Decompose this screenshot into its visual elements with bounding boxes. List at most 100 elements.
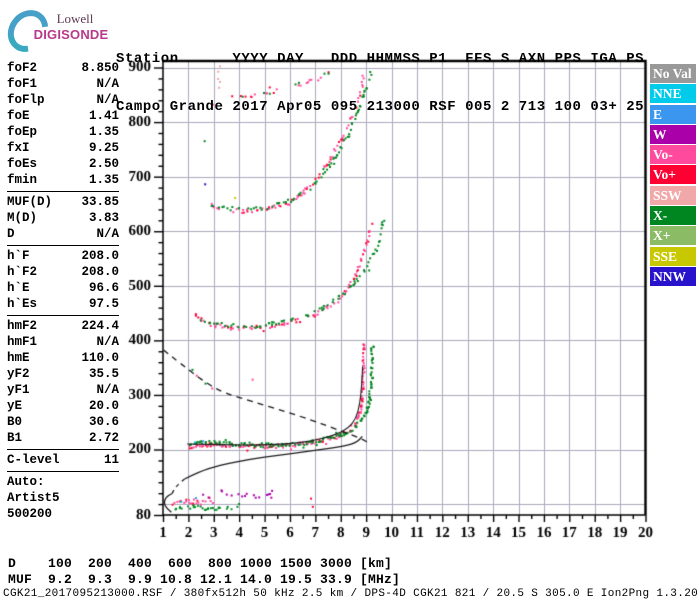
legend-item: Vo- — [650, 145, 696, 165]
param-value: 110.0 — [81, 351, 119, 365]
param-label: yF2 — [7, 367, 30, 381]
param-row: MUF(D) 33.85 — [7, 194, 119, 210]
autoscaling-line: Auto: — [7, 475, 45, 489]
param-row: foEp 1.35 — [7, 124, 119, 140]
divider — [7, 470, 119, 472]
param-label: foF1 — [7, 77, 38, 91]
param-row: D N/A — [7, 226, 119, 242]
param-row: fxI 9.25 — [7, 140, 119, 156]
param-label: C-level — [7, 453, 60, 467]
footer-status-line: CGK21_2017095213000.RSF / 380fx512h 50 k… — [3, 588, 699, 600]
legend-item: Vo+ — [650, 165, 696, 185]
echo-color-legend: No Val NNE E W Vo- Vo+ SSW X- X+ SSE NNW — [650, 64, 696, 287]
param-label: foF2 — [7, 61, 38, 75]
param-row: B1 2.72 — [7, 430, 119, 446]
param-value: N/A — [96, 383, 119, 397]
distance-row: D 100 200 400 600 800 1000 1500 3000 [km… — [8, 556, 393, 571]
param-row: foFlp N/A — [7, 92, 119, 108]
param-label: h`F2 — [7, 265, 38, 279]
legend-item: X+ — [650, 226, 696, 246]
logo-digisonde-text: DIGISONDE — [33, 27, 109, 42]
legend-item: NNW — [650, 266, 696, 286]
param-label: B0 — [7, 415, 23, 429]
param-row: yF2 35.5 — [7, 366, 119, 382]
param-row: h`F 208.0 — [7, 248, 119, 264]
param-value: N/A — [96, 77, 119, 91]
param-value: 30.6 — [88, 415, 119, 429]
param-row: hmF2 224.4 — [7, 318, 119, 334]
legend-item: X- — [650, 206, 696, 226]
param-label: foFlp — [7, 93, 45, 107]
param-value: 2.50 — [88, 157, 119, 171]
header-line-values: Campo Grande 2017 Apr05 095 213000 RSF 0… — [116, 99, 645, 115]
param-label: h`E — [7, 281, 30, 295]
param-label: foEp — [7, 125, 38, 139]
divider — [7, 448, 119, 450]
param-label: hmE — [7, 351, 30, 365]
param-label: M(D) — [7, 211, 38, 225]
param-row: foEs 2.50 — [7, 156, 119, 172]
param-label: foE — [7, 109, 30, 123]
param-value: N/A — [96, 335, 119, 349]
param-label: MUF(D) — [7, 195, 53, 209]
param-row: B0 30.6 — [7, 414, 119, 430]
param-row: hmE 110.0 — [7, 350, 119, 366]
param-label: fxI — [7, 141, 30, 155]
param-label: D — [7, 227, 15, 241]
param-row: M(D) 3.83 — [7, 210, 119, 226]
param-label: fmin — [7, 173, 38, 187]
param-value: 208.0 — [81, 265, 119, 279]
legend-item: SSE — [650, 246, 696, 266]
param-row: yF1 N/A — [7, 382, 119, 398]
legend-item: No Val — [650, 64, 696, 83]
param-value: 208.0 — [81, 249, 119, 263]
param-label: foEs — [7, 157, 38, 171]
divider — [7, 190, 119, 192]
param-value: 96.6 — [88, 281, 119, 295]
divider — [7, 314, 119, 316]
param-value: 33.85 — [81, 195, 119, 209]
param-row: foE 1.41 — [7, 108, 119, 124]
param-value: 35.5 — [88, 367, 119, 381]
param-label: h`Es — [7, 297, 38, 311]
lowell-digisonde-logo: Lowell DIGISONDE — [0, 1, 112, 61]
param-row: hmF1 N/A — [7, 334, 119, 350]
param-value: N/A — [96, 93, 119, 107]
param-value: 2.72 — [88, 431, 119, 445]
param-label: yF1 — [7, 383, 30, 397]
param-row: h`E 96.6 — [7, 280, 119, 296]
param-value: 1.35 — [88, 173, 119, 187]
param-row: foF1 N/A — [7, 76, 119, 92]
logo-lowell-text: Lowell — [56, 11, 94, 26]
param-row: h`Es 97.5 — [7, 296, 119, 312]
legend-item: W — [650, 124, 696, 144]
autoscaling-line: 500200 — [7, 507, 53, 521]
param-row: foF2 8.850 — [7, 60, 119, 76]
param-label: hmF2 — [7, 319, 38, 333]
param-row: C-level 11 — [7, 452, 119, 468]
param-value: 11 — [103, 453, 119, 467]
param-value: 1.41 — [88, 109, 119, 123]
param-label: yE — [7, 399, 23, 413]
param-label: hmF1 — [7, 335, 38, 349]
param-row: h`F2 208.0 — [7, 264, 119, 280]
muf-row: MUF 9.2 9.3 9.9 10.8 12.1 14.0 19.5 33.9… — [8, 572, 401, 587]
param-row: fmin 1.35 — [7, 172, 119, 188]
legend-item: E — [650, 104, 696, 124]
divider — [7, 244, 119, 246]
autoscaling-line: Artist5 — [7, 491, 60, 505]
param-label: B1 — [7, 431, 23, 445]
param-label: h`F — [7, 249, 30, 263]
legend-item: NNE — [650, 84, 696, 104]
param-value: 8.850 — [81, 61, 119, 75]
param-value: 9.25 — [88, 141, 119, 155]
param-value: N/A — [96, 227, 119, 241]
param-value: 20.0 — [88, 399, 119, 413]
parameter-panel: foF2 8.850 foF1 N/A foFlp N/A foE 1.41 foEp 1.35 f… — [7, 60, 119, 522]
header-line-columns: Station YYYY DAY DDD HHMMSS P1 FFS S AXN… — [116, 51, 645, 67]
param-row: yE 20.0 — [7, 398, 119, 414]
param-value: 1.35 — [88, 125, 119, 139]
param-value: 3.83 — [88, 211, 119, 225]
